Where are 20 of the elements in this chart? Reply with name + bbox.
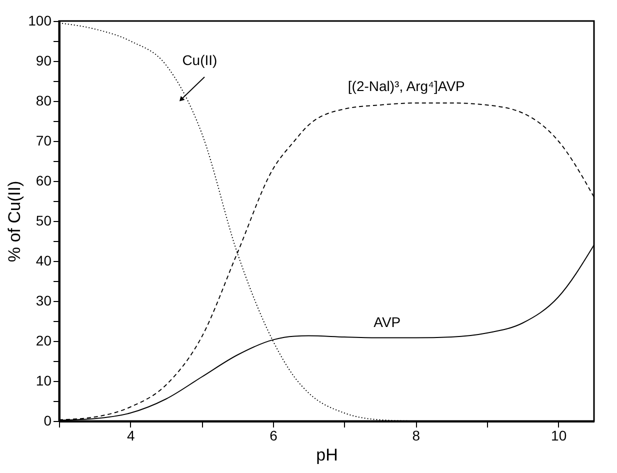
y-axis-title: % of Cu(II) [5,180,24,262]
y-tick-label: 90 [36,52,52,68]
y-tick-label: 70 [36,132,52,148]
y-tick-label: 20 [36,332,52,348]
annotation: [(2-Nal)³, Arg⁴]AVP [348,78,465,94]
annotation: Cu(II) [182,52,218,68]
y-tick-label: 80 [36,92,52,108]
x-tick-label: 8 [412,428,420,444]
x-tick-label: 6 [270,428,278,444]
y-tick-label: 30 [36,292,52,308]
x-tick-label: 10 [551,428,567,444]
x-axis-title: pH [316,446,338,464]
y-tick-label: 50 [36,212,52,228]
y-tick-label: 0 [44,412,52,428]
annotation: AVP [374,314,401,330]
y-tick-label: 100 [28,12,52,28]
y-tick-label: 10 [36,372,52,388]
y-tick-label: 40 [36,252,52,268]
x-tick-label: 4 [126,428,135,444]
y-tick-label: 60 [36,172,52,188]
